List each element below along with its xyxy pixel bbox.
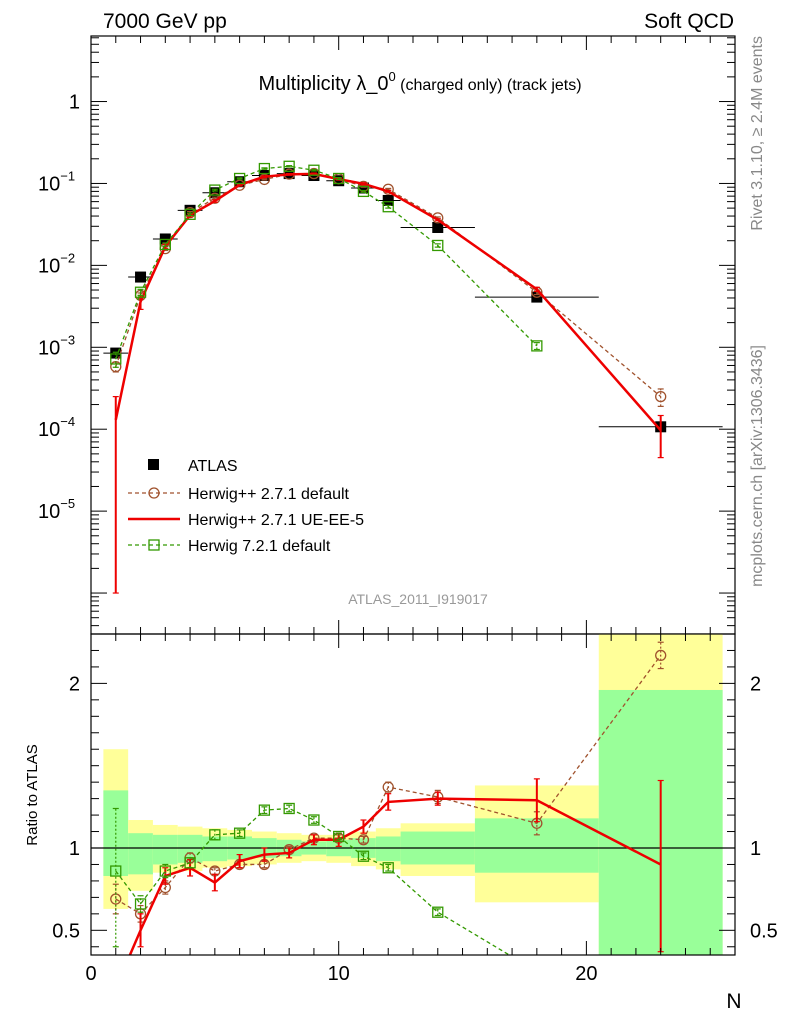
marker-square (308, 164, 320, 176)
marker-square (134, 286, 147, 298)
y-tick-label: 10−5 (38, 496, 75, 523)
ratio-marker-square (233, 827, 246, 839)
series-line (115, 165, 538, 360)
ratio-marker-square (159, 865, 171, 877)
series-herwig-2-7-1-ue-ee-5 (112, 172, 664, 594)
ratio-marker-circle (357, 834, 370, 846)
marker-square (531, 340, 543, 352)
ratio-marker-square (258, 804, 271, 816)
ratio-marker-square (333, 830, 345, 843)
analysis-watermark: ATLAS_2011_I919017 (348, 591, 488, 607)
ratio-line (115, 807, 511, 955)
marker-circle (233, 179, 246, 191)
ratio-ylabel: Ratio to ATLAS (24, 744, 41, 845)
header-right: Soft QCD (644, 10, 734, 33)
ratio-y-tick-label: 0.5 (52, 920, 80, 942)
marker-square (382, 201, 394, 213)
x-tick-label: 20 (575, 963, 597, 985)
band-green (152, 834, 178, 865)
series-atlas (103, 168, 723, 433)
main-panel: 1 10−1 10−2 10−3 10−4 10−5 Multiplicity λ_00 … (38, 35, 736, 635)
marker-square (432, 239, 444, 252)
marker-square (209, 184, 221, 196)
rivet-version-label: Rivet 3.1.10, ≥ 2.4M events (749, 36, 766, 231)
marker-circle (655, 390, 667, 403)
ratio-marker-square (432, 906, 444, 918)
ratio-y-tick-label: 2 (69, 673, 80, 695)
ratio-y-tick-label-right: 1 (750, 838, 761, 860)
chart-title: Multiplicity λ_00 (charged only) (track … (258, 69, 581, 95)
data-point (234, 176, 246, 188)
ratio-marker-square (184, 857, 196, 869)
legend-entry-herwig7-default: Herwig 7.2.1 default (128, 538, 331, 555)
ratio-marker-square (110, 865, 122, 877)
ratio-marker-circle (655, 649, 667, 662)
legend-entry-herwigpp-default: Herwig++ 2.7.1 default (128, 486, 350, 503)
legend-entry-herwigpp-ue-ee-5: Herwig++ 2.7.1 UE-EE-5 (128, 512, 364, 529)
source-label: mcplots.cern.ch [arXiv:1306.3436] (749, 345, 766, 587)
y-tick-label: 10−4 (38, 414, 75, 441)
ratio-marker-square (357, 850, 370, 862)
ratio-y-tick-label: 1 (69, 838, 80, 860)
marker-square (333, 172, 345, 185)
svg-text:Herwig++ 2.7.1 UE-EE-5: Herwig++ 2.7.1 UE-EE-5 (188, 512, 364, 529)
ratio-marker-square (283, 802, 295, 815)
uncertainty-bands (103, 634, 723, 955)
data-point (110, 347, 122, 359)
ratio-marker-square (308, 814, 320, 826)
legend-entry-atlas: ATLAS (148, 458, 238, 475)
x-tick-label: 0 (85, 963, 96, 985)
data-point (333, 175, 345, 187)
legend: ATLAS Herwig++ 2.7.1 default Herwig++ 2.… (128, 458, 364, 555)
data-point (357, 182, 369, 194)
data-point (184, 204, 196, 216)
data-point (432, 221, 444, 233)
data-point (135, 271, 147, 283)
ratio-marker-square (209, 829, 221, 841)
ratio-series-herwig-7-2-1-default (110, 802, 542, 976)
series-herwig-7-2-1-default (110, 160, 543, 368)
marker-square (258, 162, 271, 175)
header-left: 7000 GeV pp (103, 10, 227, 33)
band-green (128, 833, 153, 875)
ratio-marker-square (382, 862, 394, 874)
y-tick-label: 1 (69, 92, 80, 114)
marker-square (357, 185, 370, 198)
svg-text:ATLAS: ATLAS (188, 458, 238, 475)
ratio-y-tick-label-right: 2 (750, 673, 761, 695)
data-point (382, 194, 394, 206)
x-axis-label: N (726, 990, 741, 1013)
marker-square (283, 160, 295, 172)
marker-square (184, 208, 196, 220)
ratio-panel: 0.5 0.51 12 20 10 20 Ratio to ATLAS (24, 633, 778, 985)
ratio-marker-square (532, 966, 542, 976)
marker-square (110, 353, 122, 365)
svg-text:Herwig++ 2.7.1 default: Herwig++ 2.7.1 default (188, 486, 350, 503)
band-green (375, 836, 401, 862)
band-green (474, 818, 599, 873)
marker-square (159, 238, 171, 251)
marker-square (233, 172, 246, 185)
svg-text:Herwig 7.2.1 default: Herwig 7.2.1 default (188, 538, 331, 555)
ratio-marker-square (134, 898, 147, 910)
band-green (202, 836, 228, 862)
y-tick-label: 10−1 (38, 168, 75, 195)
ratio-marker-circle (382, 781, 394, 793)
x-tick-label: 10 (328, 963, 350, 985)
y-tick-label: 10−2 (38, 250, 75, 277)
y-tick-label: 10−3 (38, 332, 75, 359)
ratio-y-tick-label-right: 0.5 (750, 920, 778, 942)
ratio-series-herwig-2-7-1-ue-ee-5 (128, 778, 664, 955)
